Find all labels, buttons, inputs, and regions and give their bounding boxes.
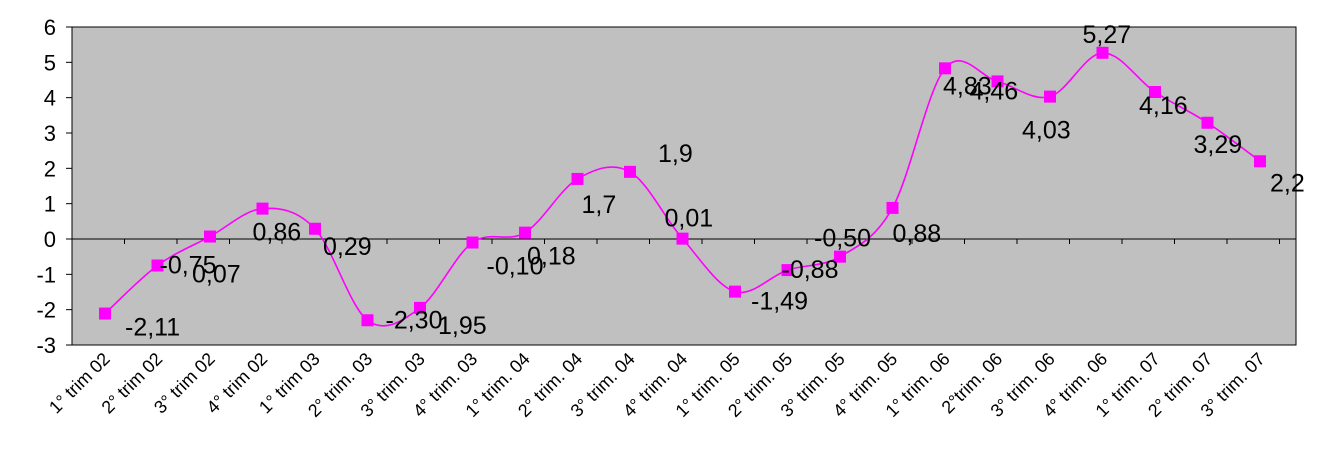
y-tick-label: 5 [44,50,56,75]
data-label: -0,50 [814,225,871,253]
y-tick-label: 1 [44,192,56,217]
data-label: 4,16 [1139,92,1188,120]
data-point [309,222,321,235]
data-label: 0,29 [323,233,372,261]
data-label: 1,7 [582,191,617,219]
y-axis: 6 5 4 3 2 1 0 -1 -2 -3 [36,15,72,358]
data-label: 0,07 [192,261,241,289]
y-tick-label: 3 [44,121,56,146]
data-label: 0,01 [665,205,714,233]
data-point [1201,116,1214,129]
data-point [1254,155,1266,168]
data-label: -0,88 [782,256,839,284]
data-label: 0,18 [527,243,576,271]
data-labels: -2,11 -0,750,07 0,86 0,29 -2,301,95 -0,100,18… [125,21,1305,342]
data-point [886,201,899,214]
data-point [834,250,846,263]
data-label: -0,10 [487,253,544,281]
y-tick-label: -3 [36,333,56,358]
data-label: 3,29 [1194,131,1243,159]
y-tick-label: -2 [36,298,56,323]
y-tick-label: 0 [44,227,56,252]
data-label: -2,11 [125,314,180,342]
data-label: 4,83 [943,72,992,100]
data-point [676,232,689,245]
data-point [256,202,269,215]
data-label: 1,95 [438,312,487,340]
data-label: 4,46 [970,77,1019,105]
data-point [414,301,426,314]
data-point [781,264,794,277]
y-tick-label: 6 [44,15,56,40]
data-point [571,172,584,185]
data-markers [99,46,1266,327]
data-label: 4,03 [1022,117,1071,145]
data-label: 0,86 [253,219,302,247]
data-point [519,226,531,239]
data-label: 2,2 [1270,169,1305,197]
data-label: -0,75 [160,252,217,280]
data-label: 1,9 [658,140,693,168]
plot-area [71,26,1297,346]
data-point [939,62,951,75]
data-point [466,236,479,249]
data-label: -2,30 [386,306,443,334]
y-tick-label: -1 [36,262,56,287]
data-point [361,314,374,327]
data-point [99,307,111,320]
data-point [151,259,164,272]
data-point [624,165,636,178]
data-point [991,75,1004,88]
data-label: 5,27 [1083,21,1132,49]
y-tick-label: 2 [44,156,56,181]
data-point [1096,46,1109,59]
data-point [1044,90,1056,103]
data-point [729,285,741,298]
y-tick-label: 4 [44,86,56,111]
data-label: -1,49 [751,288,808,316]
data-label: 0,88 [893,220,942,248]
data-point [204,230,216,243]
data-point [1149,86,1161,99]
